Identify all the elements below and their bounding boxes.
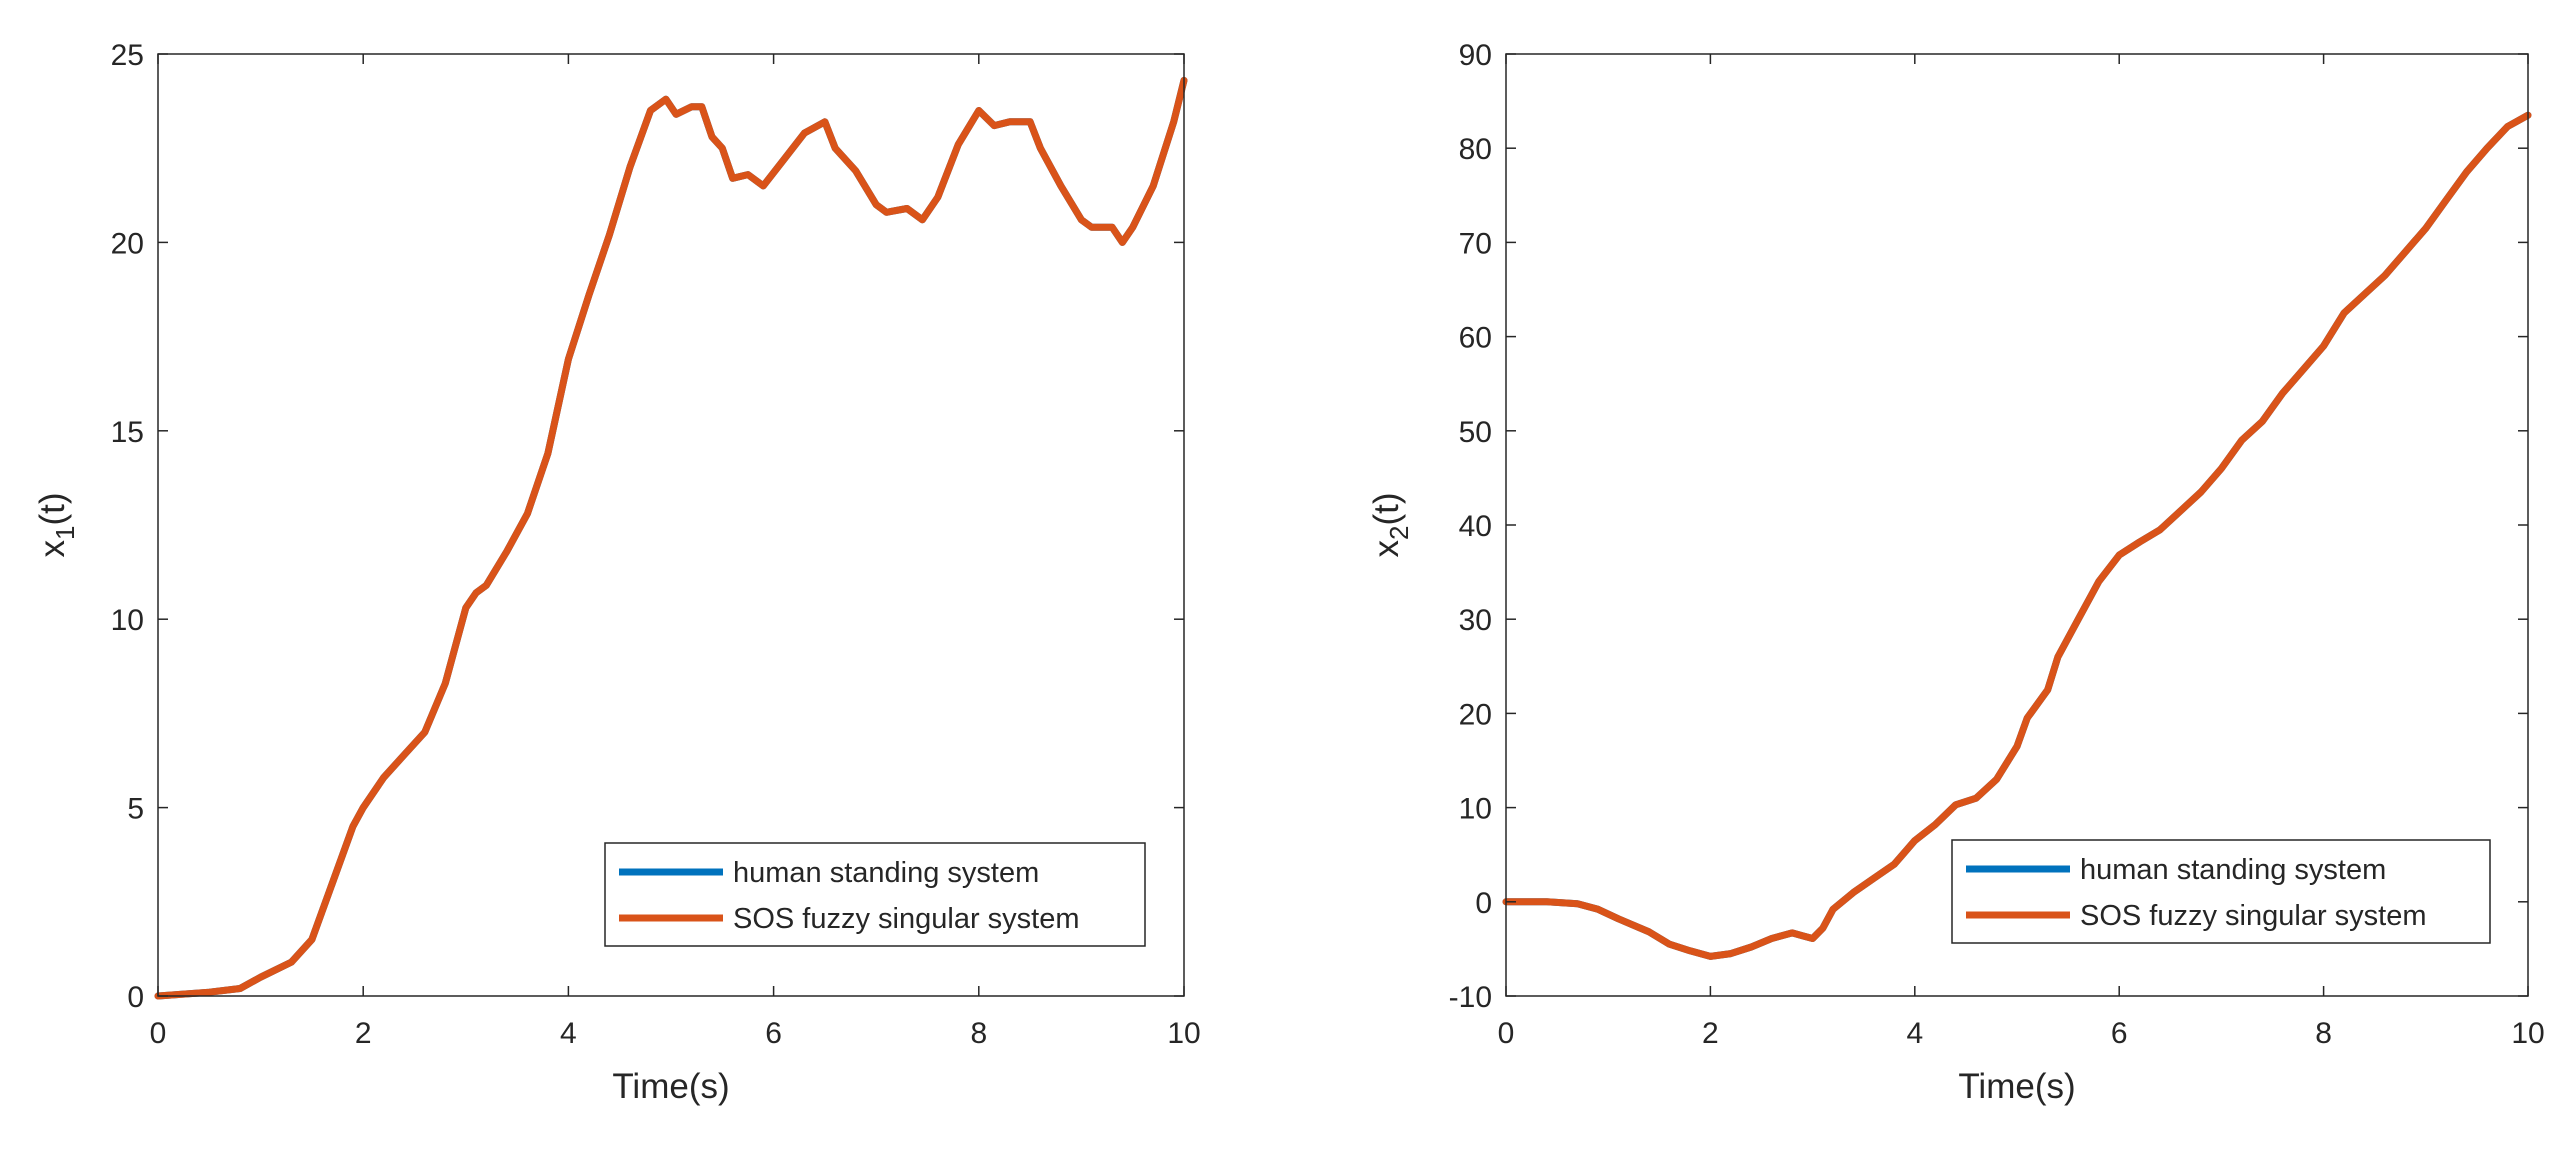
- series-line-2: [154, 76, 1188, 1000]
- y-tick-label: 10: [1459, 793, 1492, 826]
- series-group: [154, 76, 1188, 1000]
- x-axis-label: Time(s): [1958, 1067, 2075, 1106]
- legend-label-1: human standing system: [2080, 854, 2386, 886]
- y-tick-label: 10: [111, 604, 144, 637]
- x-tick-label: 10: [1167, 1017, 1200, 1050]
- y-tick-label: 15: [111, 416, 144, 449]
- y-axis-label-suffix: (t): [33, 492, 72, 525]
- x-tick-label: 8: [970, 1017, 987, 1050]
- axes-box: [157, 53, 1185, 997]
- y-tick-label: 50: [1459, 416, 1492, 449]
- x-tick-label: 0: [1498, 1017, 1515, 1050]
- x-tick-label: 6: [765, 1017, 782, 1050]
- y-tick-label: 30: [1459, 604, 1492, 637]
- y-tick-label: 40: [1459, 510, 1492, 543]
- y-tick-label: 0: [1475, 887, 1492, 920]
- chart-panel-1: 0 2 4 6 8 10 0 5 10 15 20 25 Time(s) x1(t) human stand…: [33, 39, 1201, 1106]
- chart-panel-2: 0 2 4 6 8 10-100102030405060708090Time(s)x2(t…: [1367, 39, 2545, 1106]
- legend: human standing system SOS fuzzy singular …: [1951, 839, 2491, 944]
- y-axis-label-subscript: 2: [1384, 526, 1414, 540]
- y-axis-label-subscript: 1: [50, 526, 80, 540]
- y-axis-label-suffix: (t): [1367, 492, 1406, 525]
- x-tick-label: 4: [560, 1017, 577, 1050]
- x-tick-label: 0: [150, 1017, 167, 1050]
- y-tick-label: 20: [111, 227, 144, 260]
- legend-label-2: SOS fuzzy singular system: [733, 903, 1080, 935]
- legend-label-1: human standing system: [733, 857, 1039, 889]
- y-axis-label: x1(t): [33, 492, 80, 557]
- x-tick-label: 2: [355, 1017, 372, 1050]
- x-tick-label: 6: [2111, 1017, 2128, 1050]
- series-line-1: [1502, 111, 2532, 960]
- y-tick-label: 20: [1459, 698, 1492, 731]
- legend-box: [604, 842, 1146, 947]
- series-line-2: [1502, 111, 2532, 960]
- legend-label-2: SOS fuzzy singular system: [2080, 900, 2427, 932]
- x-tick-label: 4: [1906, 1017, 1923, 1050]
- legend: human standing system SOS fuzzy singular …: [604, 842, 1146, 947]
- x-tick-label: 2: [1702, 1017, 1719, 1050]
- legend-box: [1951, 839, 2491, 944]
- y-tick-label: 70: [1459, 227, 1492, 260]
- y-tick-label: 5: [127, 793, 144, 826]
- x-tick-label: 8: [2315, 1017, 2332, 1050]
- y-tick-label: 0: [127, 981, 144, 1014]
- y-axis-label-base: x: [33, 540, 72, 558]
- y-tick-label: 60: [1459, 322, 1492, 355]
- x-tick-label: 10: [2511, 1017, 2544, 1050]
- y-tick-label: 80: [1459, 133, 1492, 166]
- y-axis-label-base: x: [1367, 540, 1406, 558]
- x-axis-label: Time(s): [612, 1067, 729, 1106]
- series-group: [1502, 111, 2532, 960]
- y-tick-label: 90: [1459, 39, 1492, 72]
- y-tick-label: -10: [1449, 981, 1492, 1014]
- y-tick-label: 25: [111, 39, 144, 72]
- y-axis-label: x2(t): [1367, 492, 1414, 557]
